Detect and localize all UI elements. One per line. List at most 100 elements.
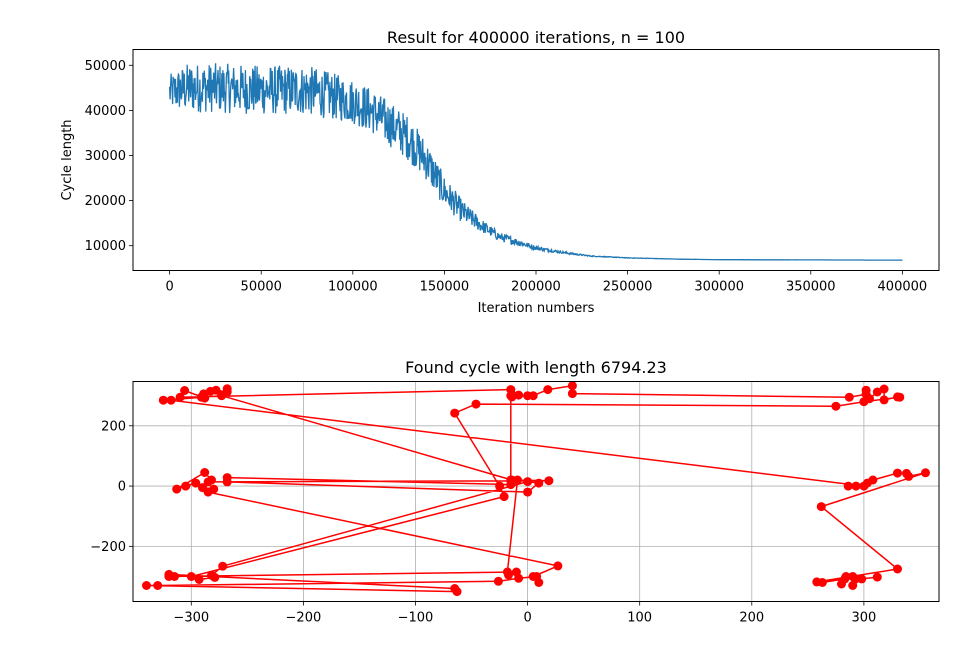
iteration-chart: Result for 400000 iterations, n = 100 0 5…: [60, 28, 940, 316]
city-point: [523, 477, 533, 487]
city-point: [209, 484, 219, 494]
cycle-chart-data: [142, 381, 930, 597]
city-point: [452, 587, 462, 597]
city-point: [158, 395, 168, 405]
city-point: [142, 581, 151, 590]
city-point: [904, 471, 914, 481]
city-point: [198, 483, 207, 493]
cycle-chart-grid: [133, 381, 939, 602]
city-point: [450, 408, 460, 418]
city-point: [817, 578, 827, 587]
city-point: [495, 481, 505, 491]
city-point: [175, 392, 185, 402]
c1-x-tick-label: 150000: [420, 280, 470, 295]
city-point: [868, 475, 878, 485]
c2-y-tick-label: 200: [101, 419, 126, 434]
city-point: [857, 574, 867, 584]
city-point: [851, 481, 861, 491]
city-point: [222, 473, 232, 483]
cycle-length-series-line: [168, 63, 903, 261]
c1-x-tick-label: 100000: [328, 280, 378, 295]
c2-x-tick-label: 0: [523, 611, 531, 626]
city-point: [181, 481, 191, 491]
city-point: [499, 492, 509, 502]
c1-x-tick-label: 250000: [603, 280, 653, 295]
cycle-chart: Found cycle with length 6794.23 −300 −200…: [90, 358, 940, 626]
c1-x-tick-label: 50000: [241, 280, 282, 295]
cycle-path-line: [145, 384, 927, 593]
iteration-chart-title: Result for 400000 iterations, n = 100: [387, 28, 685, 47]
c1-y-tick-label: 50000: [85, 59, 126, 74]
city-point: [534, 478, 544, 488]
c2-x-tick-label: −300: [173, 611, 209, 626]
city-point: [200, 468, 210, 477]
c2-x-tick-label: 100: [627, 611, 652, 626]
city-point: [879, 395, 889, 405]
city-point: [186, 572, 196, 581]
city-point: [844, 392, 854, 402]
c2-y-tick-label: 0: [118, 480, 126, 495]
c1-y-tick-label: 30000: [85, 149, 126, 164]
city-point: [493, 576, 503, 586]
city-point: [471, 399, 481, 409]
city-point: [831, 401, 841, 411]
city-point: [194, 575, 204, 584]
city-point: [534, 578, 544, 587]
city-point: [218, 561, 228, 571]
city-point: [895, 392, 905, 402]
city-point: [217, 391, 227, 401]
cycle-chart-y-ticks: −200 0 200: [90, 419, 133, 555]
city-point: [504, 570, 513, 580]
city-point: [859, 397, 869, 407]
c1-y-tick-label: 40000: [85, 104, 126, 119]
city-point: [166, 395, 176, 405]
city-point: [207, 570, 216, 580]
city-point: [191, 478, 201, 488]
city-point: [507, 475, 517, 485]
c1-x-tick-label: 200000: [511, 280, 561, 295]
city-point: [872, 387, 882, 397]
city-point: [837, 579, 846, 589]
city-point: [543, 385, 553, 395]
c1-x-tick-label: 300000: [694, 280, 744, 295]
c2-x-tick-label: −200: [286, 611, 322, 626]
city-point: [200, 393, 210, 403]
city-point: [172, 484, 182, 494]
cycle-chart-frame: [132, 381, 940, 602]
c1-y-tick-label: 20000: [85, 194, 126, 209]
city-point: [164, 569, 174, 579]
city-point: [523, 487, 533, 497]
city-point: [553, 561, 563, 571]
iteration-chart-y-label: Cycle length: [60, 119, 75, 200]
city-point: [893, 564, 902, 574]
city-point: [872, 572, 882, 582]
c1-x-tick-label: 0: [165, 280, 173, 295]
city-point: [544, 476, 554, 486]
city-point: [528, 391, 538, 401]
c2-y-tick-label: −200: [90, 540, 126, 555]
iteration-chart-x-ticks: 0 50000 100000 150000 200000 250000 300000 3500…: [165, 270, 928, 295]
c1-y-tick-label: 10000: [85, 239, 126, 254]
iteration-chart-y-ticks: 10000 20000 30000 40000 50000: [85, 59, 133, 254]
city-point: [567, 381, 577, 391]
city-point: [528, 572, 538, 581]
city-point: [848, 581, 858, 590]
city-point: [203, 477, 213, 487]
city-point: [893, 468, 902, 478]
city-point: [567, 389, 577, 399]
cycle-chart-x-ticks: −300 −200 −100 0 100 200 300: [173, 601, 876, 626]
c2-x-tick-label: 300: [851, 611, 876, 626]
city-point: [843, 481, 853, 491]
city-point: [850, 574, 860, 584]
c2-x-tick-label: 200: [739, 611, 764, 626]
c1-x-tick-label: 350000: [786, 280, 836, 295]
city-point: [514, 573, 524, 583]
city-point: [506, 391, 516, 401]
c2-x-tick-label: −100: [398, 611, 434, 626]
city-point: [921, 468, 930, 478]
city-point: [841, 572, 851, 581]
iteration-chart-x-label: Iteration numbers: [478, 301, 595, 316]
c1-x-tick-label: 400000: [878, 280, 928, 295]
city-point: [153, 581, 163, 590]
